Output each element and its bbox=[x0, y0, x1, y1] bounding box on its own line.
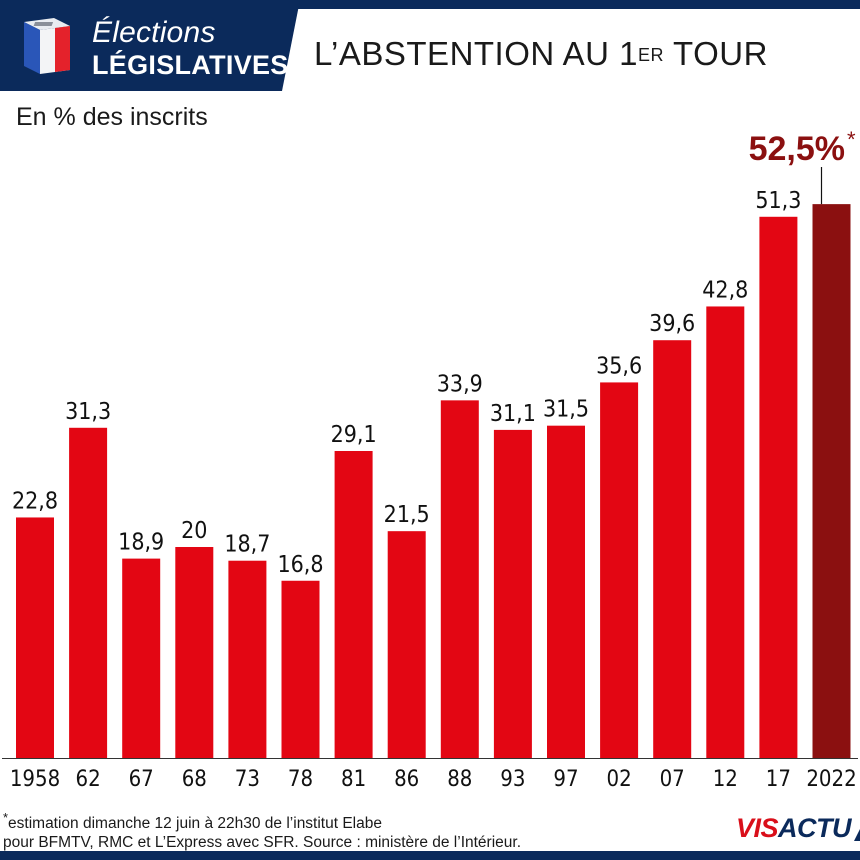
data-label: 16,8 bbox=[277, 552, 323, 578]
bar bbox=[334, 450, 373, 758]
x-tick-label: 67 bbox=[129, 767, 154, 792]
data-label: 31,1 bbox=[490, 401, 536, 427]
bar bbox=[653, 340, 692, 758]
bar bbox=[175, 547, 214, 758]
title-superscript: ER bbox=[637, 45, 664, 65]
footnote-line-1: *estimation dimanche 12 juin à 22h30 de … bbox=[3, 808, 521, 833]
data-label: 29,1 bbox=[331, 422, 377, 448]
footnote-marker: * bbox=[3, 810, 9, 825]
data-label: 31,5 bbox=[543, 397, 589, 423]
x-tick-label: 68 bbox=[182, 767, 207, 792]
bar bbox=[440, 400, 479, 758]
bar bbox=[228, 560, 267, 758]
highlight-label: 52,5% bbox=[749, 130, 845, 168]
x-tick-label: 12 bbox=[713, 767, 738, 792]
x-tick-label: 07 bbox=[660, 767, 685, 792]
highlight-asterisk: * bbox=[847, 127, 856, 152]
data-label: 21,5 bbox=[384, 502, 430, 528]
bar bbox=[387, 531, 426, 758]
unit-label: En % des inscrits bbox=[16, 103, 208, 131]
brand-line-elections: Élections bbox=[92, 16, 216, 49]
title-main: L’ABSTENTION AU 1 bbox=[314, 35, 638, 72]
x-tick-label: 97 bbox=[553, 767, 578, 792]
x-tick-label: 81 bbox=[341, 767, 366, 792]
footnote-text-1: estimation dimanche 12 juin à 22h30 de l… bbox=[8, 815, 382, 833]
logo-part-actu: ACTU bbox=[778, 813, 852, 843]
data-label: 33,9 bbox=[437, 371, 483, 397]
bar bbox=[493, 429, 532, 758]
logo-part-vis: VIS bbox=[736, 813, 779, 843]
x-tick-label: 73 bbox=[235, 767, 260, 792]
bar bbox=[759, 216, 798, 758]
footnote-line-2: pour BFMTV, RMC et L’Express avec SFR. S… bbox=[3, 834, 522, 852]
bar-highlight bbox=[812, 204, 851, 758]
top-stripe bbox=[0, 0, 860, 9]
bar bbox=[706, 306, 745, 758]
x-tick-label: 86 bbox=[394, 767, 419, 792]
x-tick-label: 62 bbox=[76, 767, 101, 792]
x-tick-label: 78 bbox=[288, 767, 313, 792]
bottom-stripe bbox=[0, 851, 860, 860]
data-label: 42,8 bbox=[702, 277, 748, 303]
page-title: L’ABSTENTION AU 1ER TOUR bbox=[314, 35, 768, 73]
data-label: 18,9 bbox=[118, 530, 164, 556]
data-label: 31,3 bbox=[65, 399, 111, 425]
bar bbox=[122, 558, 161, 758]
data-label: 22,8 bbox=[12, 488, 58, 514]
visactu-logo: VIS ACTU bbox=[736, 812, 860, 844]
data-label: 39,6 bbox=[649, 311, 695, 337]
brand-line-legislatives: LÉGISLATIVES bbox=[92, 50, 289, 80]
logo-mark-icon bbox=[854, 829, 860, 841]
bar bbox=[281, 580, 320, 758]
data-label: 51,3 bbox=[755, 188, 801, 214]
x-tick-label: 1958 bbox=[10, 767, 60, 792]
x-tick-label: 17 bbox=[766, 767, 791, 792]
bar bbox=[69, 427, 108, 758]
x-tick-label: 93 bbox=[500, 767, 525, 792]
bar bbox=[547, 425, 585, 758]
data-label: 18,7 bbox=[224, 532, 270, 558]
data-label: 20 bbox=[181, 518, 207, 544]
footnote: *estimation dimanche 12 juin à 22h30 de … bbox=[3, 808, 521, 852]
x-tick-label: 88 bbox=[447, 767, 472, 792]
data-label: 35,6 bbox=[596, 353, 642, 379]
x-tick-label: 02 bbox=[607, 767, 632, 792]
bar bbox=[600, 382, 639, 758]
bar bbox=[16, 517, 54, 758]
ballot-box-icon bbox=[24, 18, 70, 74]
title-end: TOUR bbox=[663, 35, 768, 72]
x-tick-label: 2022 bbox=[806, 767, 856, 792]
